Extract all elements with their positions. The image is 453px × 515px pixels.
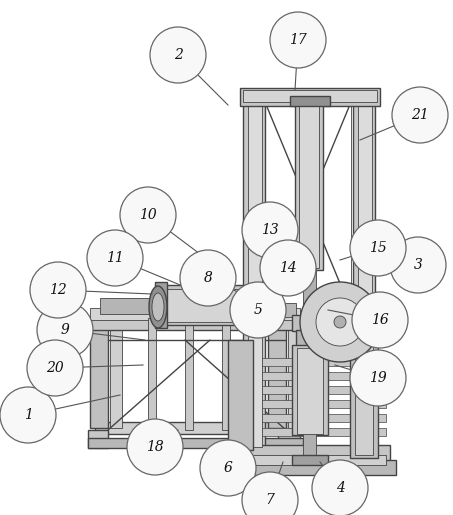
Bar — [228, 414, 386, 422]
Text: 21: 21 — [411, 108, 429, 122]
Circle shape — [150, 27, 206, 83]
Circle shape — [127, 419, 183, 475]
Bar — [225, 445, 390, 463]
Circle shape — [312, 460, 368, 515]
Bar — [295, 100, 323, 270]
Bar — [95, 422, 310, 434]
Text: 4: 4 — [336, 481, 344, 495]
Text: 11: 11 — [106, 251, 124, 265]
Bar — [155, 282, 167, 328]
Circle shape — [120, 187, 176, 243]
Text: 2: 2 — [173, 48, 183, 62]
Bar — [290, 96, 330, 106]
Bar — [248, 97, 262, 447]
Bar — [353, 95, 375, 450]
Bar — [100, 298, 158, 314]
Text: 6: 6 — [224, 461, 232, 475]
Circle shape — [350, 220, 406, 276]
Bar — [303, 268, 316, 318]
Text: 15: 15 — [369, 241, 387, 255]
Text: 14: 14 — [279, 261, 297, 275]
Text: 18: 18 — [146, 440, 164, 454]
Bar — [228, 386, 386, 394]
Text: 10: 10 — [139, 208, 157, 222]
Bar — [218, 460, 396, 475]
Circle shape — [350, 350, 406, 406]
Bar — [303, 432, 316, 457]
Circle shape — [0, 387, 56, 443]
Bar — [185, 318, 193, 430]
Bar — [358, 97, 372, 447]
Circle shape — [87, 230, 143, 286]
Circle shape — [352, 292, 408, 348]
Bar — [268, 328, 286, 428]
Text: 9: 9 — [61, 323, 69, 337]
Bar — [355, 343, 373, 455]
Bar — [228, 358, 386, 366]
Bar — [297, 348, 323, 434]
Bar — [243, 303, 296, 317]
Bar — [110, 328, 122, 428]
Bar — [243, 90, 377, 102]
Bar — [88, 438, 303, 448]
Circle shape — [242, 202, 298, 258]
Text: 1: 1 — [24, 408, 33, 422]
Text: 20: 20 — [46, 361, 64, 375]
Bar — [90, 308, 300, 320]
Text: 16: 16 — [371, 313, 389, 327]
Bar — [292, 315, 328, 331]
Text: 8: 8 — [203, 271, 212, 285]
Text: 3: 3 — [414, 258, 423, 272]
Circle shape — [200, 440, 256, 496]
Circle shape — [390, 237, 446, 293]
Bar — [228, 455, 386, 465]
Circle shape — [392, 87, 448, 143]
Bar — [162, 289, 244, 322]
Bar — [350, 340, 378, 458]
Circle shape — [230, 282, 286, 338]
Bar — [288, 328, 298, 428]
Bar — [292, 345, 328, 435]
Bar — [228, 400, 386, 408]
Bar — [90, 328, 108, 428]
Bar — [148, 318, 156, 430]
Bar — [228, 428, 386, 436]
Circle shape — [27, 340, 83, 396]
Circle shape — [260, 240, 316, 296]
Text: 13: 13 — [261, 223, 279, 237]
Text: 5: 5 — [254, 303, 262, 317]
Ellipse shape — [152, 293, 164, 321]
Text: 12: 12 — [49, 283, 67, 297]
Bar — [228, 372, 386, 380]
Ellipse shape — [316, 298, 364, 346]
Bar — [278, 430, 300, 448]
Bar — [88, 430, 108, 448]
Circle shape — [242, 472, 298, 515]
Bar — [90, 318, 300, 330]
Ellipse shape — [149, 286, 167, 328]
Bar — [299, 103, 319, 268]
Circle shape — [37, 302, 93, 358]
Bar — [228, 340, 253, 450]
Bar — [296, 330, 324, 346]
Ellipse shape — [300, 282, 380, 362]
Bar — [243, 95, 265, 450]
Bar — [162, 285, 247, 325]
Circle shape — [270, 12, 326, 68]
Ellipse shape — [334, 316, 346, 328]
Circle shape — [180, 250, 236, 306]
Bar — [222, 318, 230, 430]
Text: 19: 19 — [369, 371, 387, 385]
Bar — [292, 455, 328, 465]
Bar — [240, 88, 380, 106]
Circle shape — [30, 262, 86, 318]
Text: 7: 7 — [265, 493, 275, 507]
Text: 17: 17 — [289, 33, 307, 47]
